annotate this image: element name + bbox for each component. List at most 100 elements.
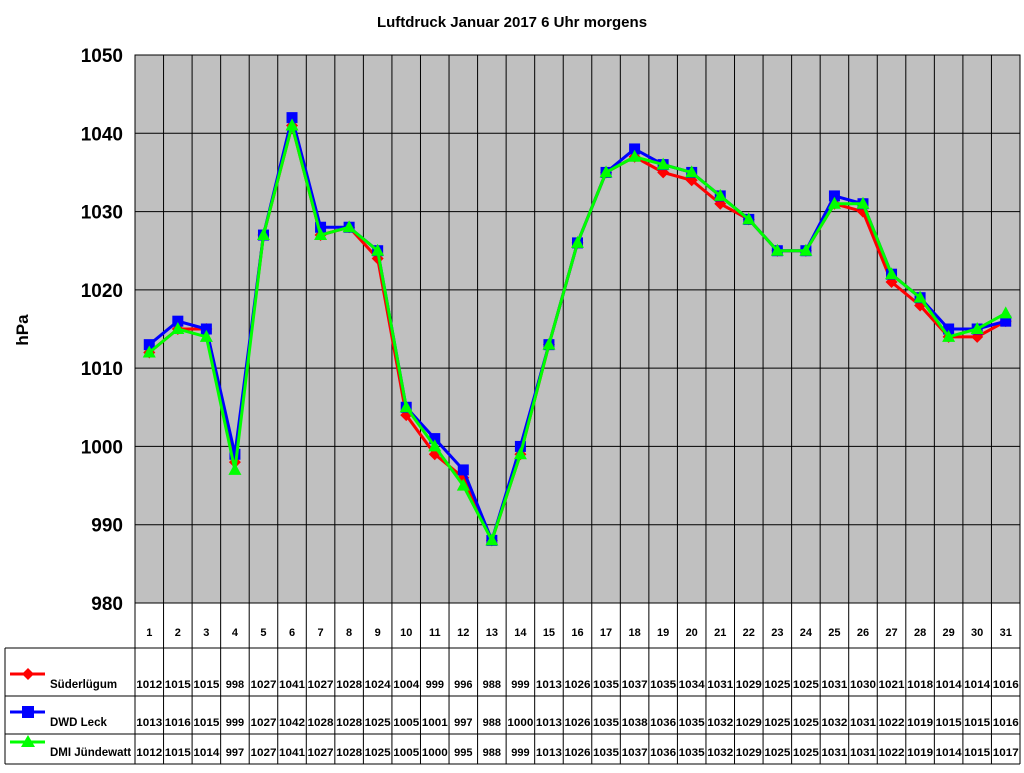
table-cell: 1041 [279,747,305,759]
table-cell: 1013 [536,679,562,691]
table-cell: 1031 [821,747,847,759]
table-cell: 1015 [165,747,191,759]
table-cell: 1015 [193,679,219,691]
data-point [171,322,185,334]
table-cell: 1031 [821,679,847,691]
table-cell: 1032 [821,717,847,729]
legend-label: DMI Jündewatt [50,747,131,759]
table-cell: 1025 [365,717,391,729]
data-point [913,290,927,303]
legend-marker [21,735,35,747]
data-point [770,243,784,256]
table-cell: 1036 [650,747,676,759]
table-cell: 1035 [650,679,676,691]
table-cell: 1036 [650,717,676,729]
table-cell: 1021 [879,679,905,691]
table-cell: 999 [226,717,244,729]
data-point [885,267,899,280]
table-cell: 1000 [507,717,533,729]
table-cell: 1025 [365,747,391,759]
x-tick-label: 1 [146,627,152,639]
data-point [713,188,727,201]
table-cell: 1022 [879,747,905,759]
data-point [399,400,413,413]
table-cell: 1012 [136,679,162,691]
table-cell: 1028 [336,717,362,729]
x-tick-label: 27 [885,627,897,639]
plot-area: 980 990 1000 1010 1020 1030 1040 1050 [81,46,1021,615]
x-tick-label: 21 [714,627,726,639]
x-tick-label: 22 [743,627,755,639]
table-cell: 1038 [622,717,648,729]
table-cell: 988 [483,679,501,691]
data-point [685,165,699,178]
table-cell: 1025 [764,717,790,729]
x-tick-label: 15 [543,627,555,639]
table-cell: 1027 [308,679,334,691]
table-cell: 1026 [565,747,591,759]
data-point [628,149,642,162]
table-cell: 1035 [593,747,619,759]
data-point [742,212,756,225]
data-point [1000,315,1012,327]
table-cell: 1032 [707,747,733,759]
y-tick-label: 1030 [81,203,123,224]
y-tick-label: 1040 [81,124,123,145]
x-tick-label: 26 [857,627,869,639]
data-point [970,322,984,334]
table-cell: 1013 [536,717,562,729]
table-cell: 1027 [250,717,276,729]
x-tick-label: 9 [375,627,381,639]
table-cell: 1013 [536,747,562,759]
table-cell: 1017 [993,747,1019,759]
table-cell: 1027 [250,747,276,759]
table-cell: 1027 [308,747,334,759]
x-tick-label: 4 [232,627,239,639]
data-point [485,533,499,546]
table-cell: 1016 [993,679,1019,691]
table-cell: 997 [454,717,472,729]
table-cell: 1022 [879,717,905,729]
table-cell: 996 [454,679,472,691]
table-cell: 1034 [679,679,706,691]
y-axis-label: hPa [13,314,32,346]
table-cell: 1015 [165,679,191,691]
table-cell: 1027 [250,679,276,691]
x-tick-label: 17 [600,627,612,639]
data-point [542,337,556,350]
table-cell: 1037 [622,679,648,691]
data-point [143,339,155,351]
table-cell: 1000 [422,747,448,759]
data-point [285,118,299,131]
x-tick-label: 29 [943,627,955,639]
table-cell: 1042 [279,717,305,729]
x-tick-label: 30 [971,627,983,639]
table-cell: 1041 [279,679,305,691]
x-tick-label: 14 [514,627,527,639]
table-cell: 1035 [593,679,619,691]
data-point [342,220,356,233]
data-point [629,143,641,155]
legend-label: DWD Leck [50,717,107,729]
table-cell: 1016 [993,717,1019,729]
y-tick-label: 990 [91,516,123,537]
x-tick-label: 13 [486,627,498,639]
y-tick-label: 980 [91,594,123,615]
x-tick-label: 10 [400,627,412,639]
table-cell: 1035 [593,717,619,729]
x-tick-label: 23 [771,627,783,639]
table-cell: 1018 [907,679,933,691]
table-cell: 1012 [136,747,162,759]
y-tick-label: 1050 [81,46,123,67]
y-tick-label: 1000 [81,437,123,458]
data-point [429,433,441,445]
table-cell: 1016 [165,717,191,729]
data-point [199,329,213,342]
data-point [286,112,298,124]
data-point [229,448,241,460]
data-point [142,345,156,358]
x-tick-label: 7 [318,627,324,639]
x-tick-label: 20 [686,627,698,639]
x-tick-label: 18 [628,627,640,639]
table-cell: 1001 [422,717,448,729]
